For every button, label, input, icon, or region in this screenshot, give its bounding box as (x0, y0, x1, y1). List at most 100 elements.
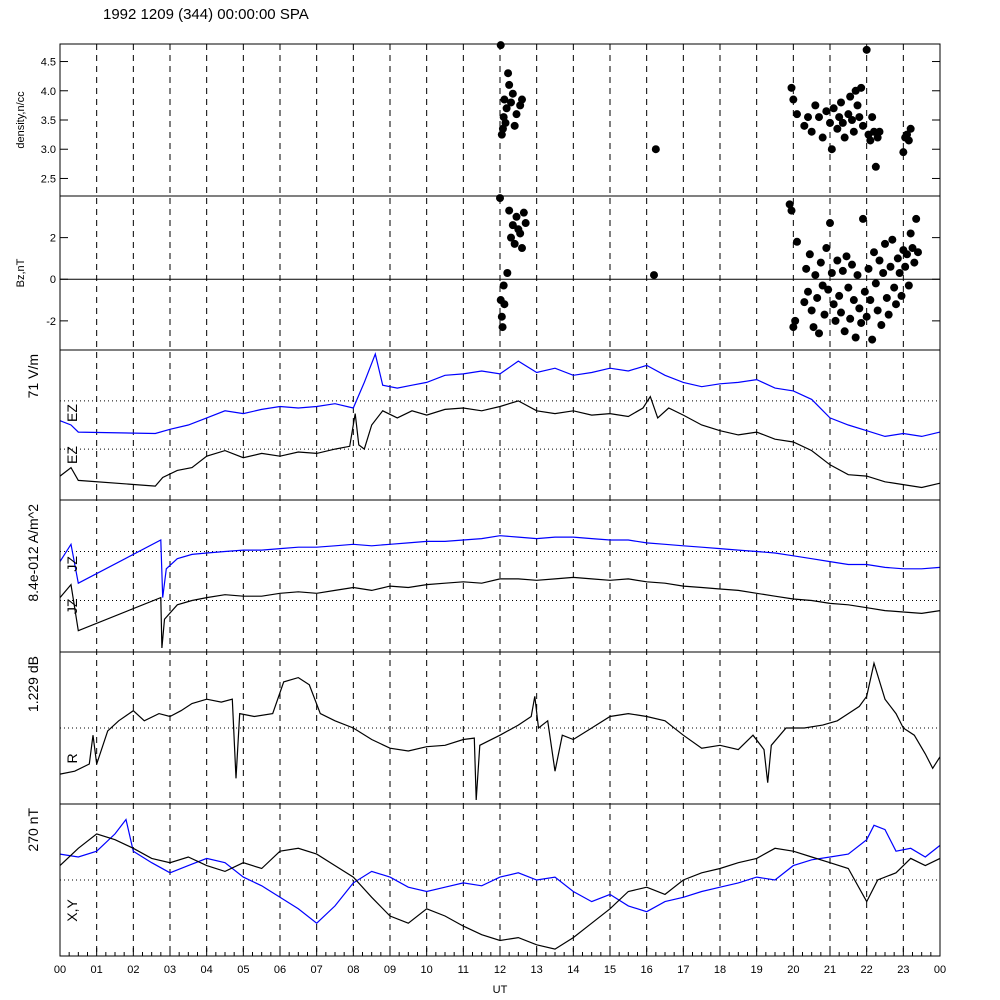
data-point (500, 95, 509, 104)
data-point (904, 136, 913, 145)
series-label: JZ (64, 556, 80, 572)
chart-title: 1992 1209 (344) 00:00:00 SPA (103, 6, 309, 23)
data-point (859, 121, 867, 130)
data-point (853, 101, 862, 110)
data-point (881, 239, 889, 248)
data-point (868, 335, 877, 344)
data-point (842, 252, 851, 261)
data-point (904, 281, 913, 290)
data-point (890, 283, 899, 292)
x-tick-label: 05 (237, 964, 249, 976)
data-point (793, 110, 801, 119)
x-tick-label: 01 (91, 964, 103, 976)
data-point (875, 256, 884, 265)
data-point (873, 306, 882, 315)
data-point (840, 133, 849, 142)
x-tick-label: 17 (677, 964, 689, 976)
data-point (864, 264, 873, 273)
data-point (846, 314, 855, 323)
data-point (892, 300, 900, 309)
series-line-black (59, 576, 941, 649)
data-point (893, 254, 902, 263)
x-tick-label: 02 (127, 964, 139, 976)
data-point (844, 283, 853, 292)
data-point (497, 312, 506, 321)
data-point (912, 214, 921, 223)
series-line-black (59, 833, 941, 950)
data-point (879, 269, 888, 277)
data-point (888, 235, 897, 244)
data-point (853, 271, 862, 280)
data-point (650, 271, 658, 280)
data-point (833, 256, 842, 265)
x-tick-label: 12 (494, 964, 506, 976)
data-point (791, 316, 800, 325)
x-tick-label: 08 (347, 964, 359, 976)
data-point (807, 306, 816, 315)
x-axis-label: UT (493, 984, 508, 996)
data-point (833, 124, 842, 133)
x-tick-label: 13 (531, 964, 543, 976)
series-label: JZ (64, 598, 80, 614)
data-point (512, 110, 521, 119)
data-point (859, 214, 867, 223)
data-point (838, 266, 847, 275)
x-tick-label: 00 (54, 964, 66, 976)
data-point (849, 127, 858, 136)
data-point (804, 113, 812, 122)
data-point (510, 239, 519, 248)
series-label: EZ (64, 446, 80, 464)
x-tick-label: 00 (934, 964, 946, 976)
data-point (829, 300, 838, 309)
data-point (521, 219, 530, 228)
data-point (831, 316, 840, 325)
data-point (851, 333, 860, 342)
scale-label: 8.4e-012 A/m^2 (25, 504, 41, 602)
data-point (651, 145, 660, 154)
series-label: R (64, 753, 80, 763)
data-point (500, 300, 509, 309)
y-tick-label: 4.0 (41, 86, 56, 98)
data-point (800, 298, 809, 307)
data-point (862, 312, 871, 321)
data-point (866, 136, 875, 145)
data-point (496, 41, 505, 50)
data-point (512, 212, 521, 221)
y-tick-label: 3.0 (41, 144, 56, 156)
x-tick-label: 23 (897, 964, 909, 976)
scale-label: 1.229 dB (25, 656, 41, 712)
data-point (844, 110, 853, 119)
data-point (903, 250, 911, 259)
data-point (789, 323, 798, 332)
data-point (870, 127, 878, 136)
data-point (507, 233, 515, 242)
data-point (508, 89, 517, 98)
data-point (822, 244, 831, 253)
data-point (857, 318, 866, 327)
data-point (815, 329, 823, 338)
y-axis-label: density,n/cc (15, 91, 27, 149)
data-point (818, 281, 827, 290)
data-point (518, 95, 526, 104)
series-label: X,Y (64, 898, 80, 921)
y-tick-label: 3.5 (41, 115, 56, 127)
data-point (822, 107, 831, 116)
data-point (818, 133, 827, 142)
data-point (813, 293, 822, 302)
data-point (785, 200, 794, 209)
series-line-blue (59, 818, 941, 924)
data-point (827, 145, 836, 154)
data-point (871, 279, 880, 288)
data-point (508, 221, 517, 230)
x-tick-label: 15 (604, 964, 616, 976)
data-point (860, 287, 869, 296)
y-tick-label: 4.5 (41, 57, 56, 69)
data-point (516, 229, 525, 238)
x-tick-label: 22 (861, 964, 873, 976)
x-tick-label: 10 (421, 964, 433, 976)
data-point (518, 244, 526, 253)
data-point (827, 269, 836, 277)
data-point (804, 287, 812, 296)
